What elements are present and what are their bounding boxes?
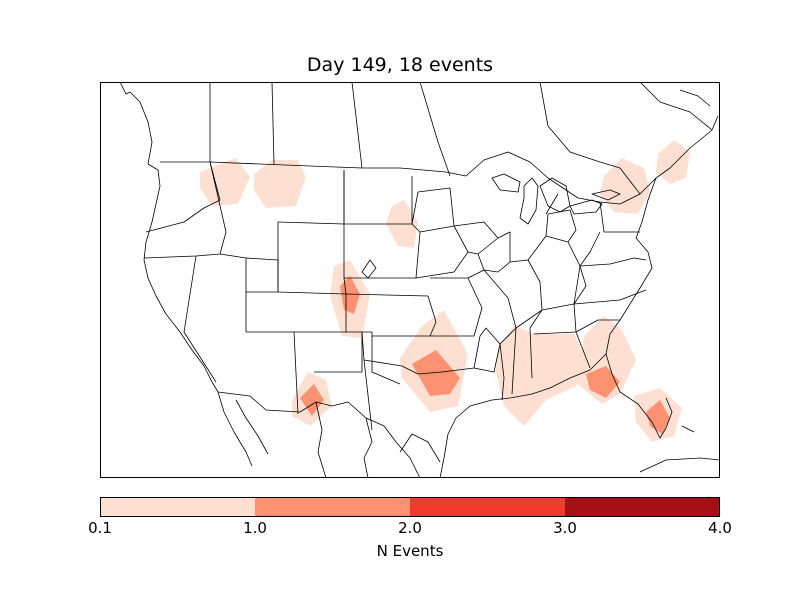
colorbar-segment-2: [255, 497, 410, 517]
event-density-map: [100, 82, 720, 478]
colorbar-segment-3: [410, 497, 565, 517]
event-area-maine: [656, 140, 690, 184]
event-area-mississippi: [496, 326, 590, 426]
map-title: Day 149, 18 events: [306, 54, 494, 76]
colorbar-tick-2: 2.0: [398, 519, 422, 537]
colorbar-segment-4: [565, 497, 720, 517]
event-area-montana: [254, 160, 306, 208]
event-area-south-florida-inner: [646, 400, 670, 434]
event-area-new-york: [600, 158, 650, 214]
boundaries: [119, 82, 720, 478]
event-shading: [200, 140, 690, 442]
event-area-newmexico-inner: [300, 384, 324, 416]
colorbar-segment-1: [100, 497, 255, 517]
colorbar-tick-0: 0.1: [88, 519, 112, 537]
event-area-florida-panhandle: [586, 366, 620, 398]
colorbar-tick-1: 1.0: [243, 519, 267, 537]
colorbar-tick-3: 3.0: [553, 519, 577, 537]
colorbar: [100, 497, 720, 517]
colorbar-label: N Events: [376, 542, 444, 560]
event-area-oklahoma-inner: [412, 350, 460, 396]
colorbar-tick-4: 4.0: [708, 519, 732, 537]
